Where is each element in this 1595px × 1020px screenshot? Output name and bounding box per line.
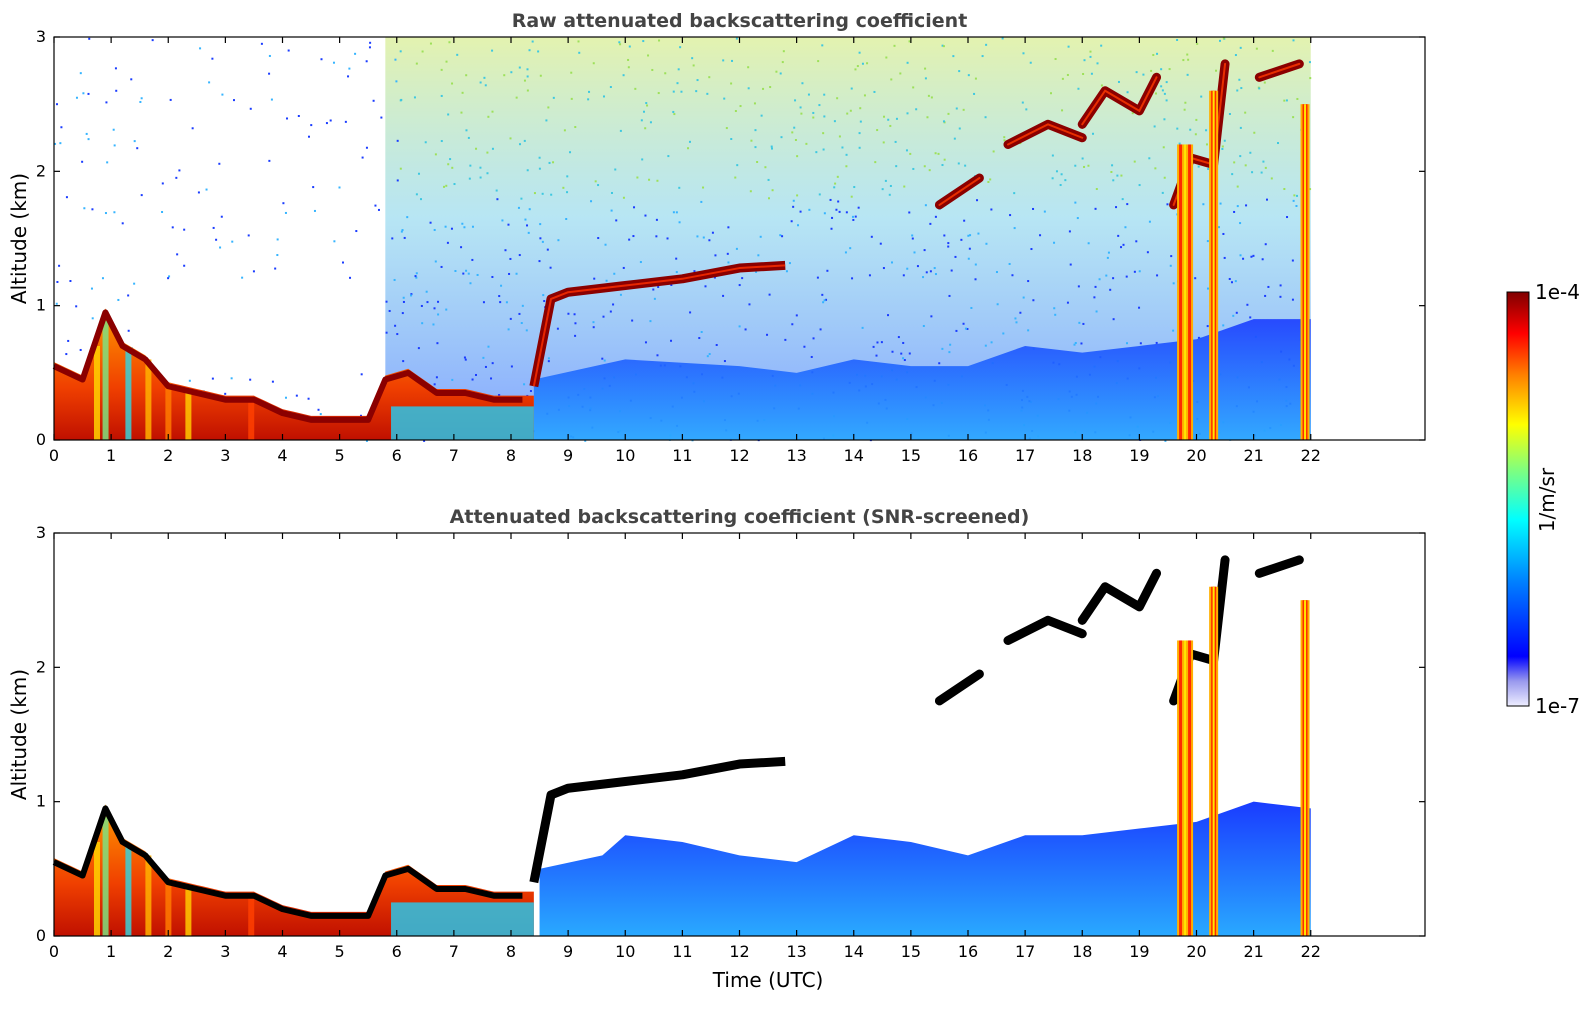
snr-mid-cloud-3 [1077,568,1162,625]
raw-xtick-label: 10 [615,446,635,465]
raw-ytick-label: 1 [36,296,46,315]
raw-precip-column-1 [1177,144,1194,440]
raw-xtick-label: 1 [106,446,116,465]
snr-xlabel: Time (UTC) [712,968,824,992]
raw-xtick-label: 14 [844,446,864,465]
raw-precip-column-2 [1209,90,1219,440]
colorbar-gradient [1506,291,1530,707]
snr-xtick-label: 7 [449,942,459,961]
raw-early-streaks [93,320,255,440]
colorbar: 1e-4 1e-7 1/m/sr [1506,280,1580,718]
raw-boundary-layer-top [52,309,523,423]
snr-xtick-label: 9 [563,942,573,961]
snr-xtick-label: 19 [1129,942,1149,961]
snr-xtick-label: 22 [1301,942,1321,961]
snr-xtick-label: 8 [506,942,516,961]
raw-xtick-label: 9 [563,446,573,465]
snr-xtick-label: 13 [786,942,806,961]
snr-ytick-label: 1 [36,792,46,811]
snr-xtick-label: 21 [1243,942,1263,961]
raw-xtick-label: 0 [49,446,59,465]
raw-xtick-label: 3 [220,446,230,465]
raw-xtick-label: 18 [1072,446,1092,465]
raw-xtick-label: 17 [1015,446,1035,465]
snr-xtick-label: 11 [672,942,692,961]
snr-early-streaks [93,816,255,936]
snr-aerosol-layer [539,801,1311,936]
snr-ytick-label: 3 [36,523,46,542]
raw-xtick-label: 8 [506,446,516,465]
snr-panel-title: Attenuated backscattering coefficient (S… [450,506,1030,528]
raw-xtick-label: 21 [1243,446,1263,465]
snr-rising-cloud-layer [529,756,786,884]
snr-xtick-label: 17 [1015,942,1035,961]
colorbar-min-label: 1e-7 [1535,694,1580,718]
raw-xtick-label: 16 [958,446,978,465]
raw-xtick-label: 13 [786,446,806,465]
snr-xtick-label: 14 [844,942,864,961]
colorbar-units-label: 1/m/sr [1535,467,1559,532]
raw-xtick-label: 2 [163,446,173,465]
raw-xtick-label: 7 [449,446,459,465]
raw-xtick-label: 5 [335,446,345,465]
raw-xtick-label: 11 [672,446,692,465]
snr-mid-cloud-2 [1003,615,1087,645]
snr-xtick-label: 4 [277,942,287,961]
snr-xtick-label: 20 [1186,942,1206,961]
snr-mid-cloud-1 [934,669,984,706]
raw-panel-title: Raw attenuated backscattering coefficien… [512,10,968,32]
snr-precip-column-1 [1177,640,1194,936]
raw-ytick-label: 0 [36,430,46,449]
snr-xtick-label: 18 [1072,942,1092,961]
raw-backscatter-panel: Raw attenuated backscattering coefficien… [7,10,1426,465]
raw-xtick-label: 6 [392,446,402,465]
raw-ylabel: Altitude (km) [7,173,31,304]
snr-xtick-label: 6 [392,942,402,961]
raw-xtick-label: 22 [1301,446,1321,465]
snr-ytick-label: 2 [36,657,46,676]
raw-surface-mixing [391,406,534,440]
snr-xtick-label: 10 [615,942,635,961]
snr-precip-column-3 [1300,600,1310,936]
snr-xtick-label: 2 [163,942,173,961]
snr-xtick-label: 0 [49,942,59,961]
snr-boundary-layer-top [52,805,523,919]
snr-xtick-label: 3 [220,942,230,961]
raw-ytick-label: 3 [36,27,46,46]
snr-xtick-label: 15 [901,942,921,961]
raw-xtick-label: 19 [1129,446,1149,465]
raw-xtick-label: 20 [1186,446,1206,465]
snr-ylabel: Altitude (km) [7,669,31,800]
raw-xtick-label: 4 [277,446,287,465]
raw-xtick-label: 12 [729,446,749,465]
snr-xtick-label: 16 [958,942,978,961]
snr-xtick-label: 12 [729,942,749,961]
snr-xtick-label: 5 [335,942,345,961]
raw-xtick-label: 15 [901,446,921,465]
snr-ytick-label: 0 [36,926,46,945]
snr-mid-cloud-5 [1254,555,1304,578]
snr-surface-mixing [391,902,534,936]
raw-precip-column-3 [1300,104,1310,441]
colorbar-max-label: 1e-4 [1535,280,1580,304]
raw-ytick-label: 2 [36,161,46,180]
snr-xtick-label: 1 [106,942,116,961]
snr-screened-panel: Attenuated backscattering coefficient (S… [7,506,1426,992]
snr-precip-column-2 [1209,586,1219,936]
raw-aerosol-layer [533,319,1311,440]
